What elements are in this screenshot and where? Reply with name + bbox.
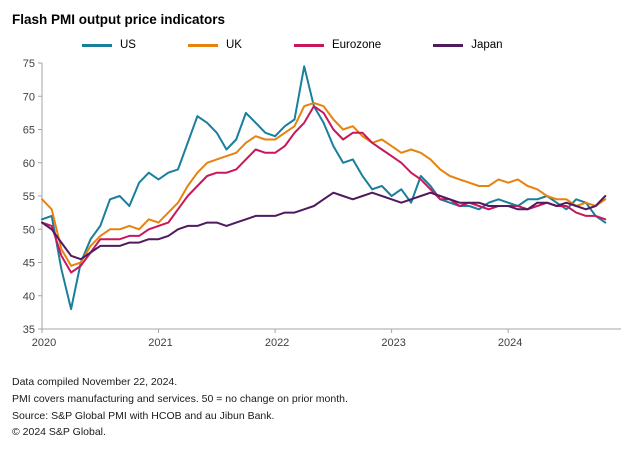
x-tick-label: 2024 [498,337,522,349]
legend-item-us: US [82,39,136,51]
y-tick-label: 75 [23,58,35,70]
x-tick-label: 2020 [32,337,56,349]
legend-line-swatch [293,43,324,47]
footnote-definition: PMI covers manufacturing and services. 5… [12,392,348,405]
legend: US UK Eurozone Japan [82,39,623,51]
series-line-us [41,65,607,311]
x-tick-label: 2021 [148,337,172,349]
y-tick-label: 40 [23,291,35,303]
legend-item-uk: UK [187,39,242,51]
x-tick-label: 2022 [265,337,289,349]
footnote-source: Source: S&P Global PMI with HCOB and au … [12,409,275,422]
series-line-eurozone [41,105,607,274]
x-tick-label: 2023 [381,337,405,349]
series-line-japan [41,191,607,261]
legend-line-swatch [187,43,218,47]
legend-label: US [120,39,136,51]
y-tick-label: 60 [23,158,35,170]
series-line-uk [41,101,607,267]
legend-item-eurozone: Eurozone [293,39,382,51]
y-tick-label: 35 [23,324,35,336]
y-tick-label: 50 [23,224,35,236]
y-tick-label: 70 [23,91,35,103]
pmi-line-chart: 35 40 45 50 55 60 65 70 75 2020 2021 2022 2023 2024 [23,58,621,349]
legend-line-swatch [82,43,112,47]
y-tick-label: 45 [23,258,35,270]
footnote-compiled: Data compiled November 22, 2024. [12,376,178,388]
footnotes: Data compiled November 22, 2024. PMI cov… [12,374,623,441]
y-tick-label: 55 [23,191,35,203]
footnote-copyright: © 2024 S&P Global. [12,426,106,439]
y-tick-label: 65 [23,125,35,137]
legend-label: Eurozone [331,39,382,51]
legend-label: UK [225,39,242,51]
chart-title: Flash PMI output price indicators [12,12,226,27]
legend-line-swatch [433,43,464,47]
legend-item-japan: Japan [433,39,503,51]
legend-label: Japan [471,39,503,51]
chart-area: 35 40 45 50 55 60 65 70 75 2020 2021 2022 2023 2024 [12,55,623,360]
